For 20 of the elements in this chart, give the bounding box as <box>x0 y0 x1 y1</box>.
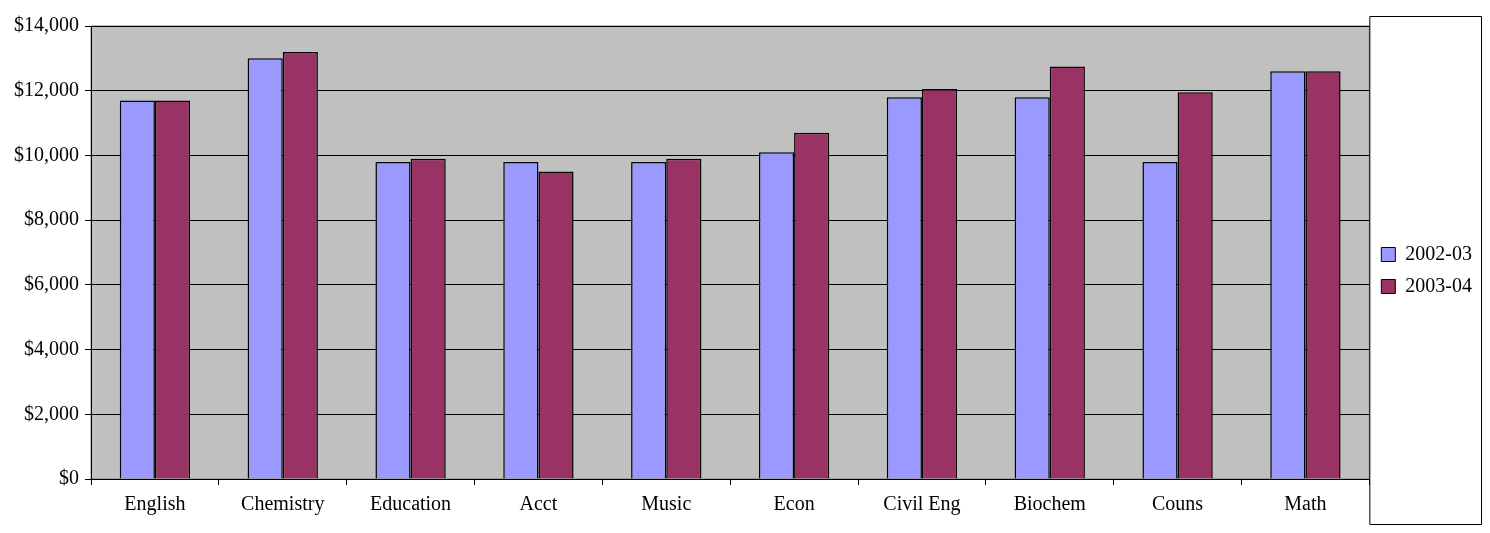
y-tick-label: $12,000 <box>14 77 79 100</box>
legend-label: 2003-04 <box>1405 273 1473 296</box>
y-tick-label: $8,000 <box>24 207 79 230</box>
legend-label: 2002-03 <box>1405 241 1473 264</box>
x-tick-label: Music <box>641 492 692 515</box>
x-tick-label: Chemistry <box>241 492 325 516</box>
x-tick-label: Math <box>1284 492 1327 515</box>
y-tick-label: $6,000 <box>24 272 79 295</box>
y-tick-label: $4,000 <box>24 336 79 359</box>
x-tick-label: Education <box>370 492 452 515</box>
y-tick-label: $10,000 <box>14 142 79 165</box>
x-tick-label: Acct <box>519 492 558 515</box>
y-tick-label: $14,000 <box>14 13 79 36</box>
x-tick-label: Couns <box>1152 492 1204 515</box>
y-tick-label: $0 <box>59 466 79 489</box>
x-tick-label: Biochem <box>1013 492 1087 515</box>
x-tick-label: Civil Eng <box>883 492 961 516</box>
x-tick-label: Econ <box>773 492 815 515</box>
x-tick-label: English <box>124 492 186 516</box>
y-tick-label: $2,000 <box>24 401 79 424</box>
